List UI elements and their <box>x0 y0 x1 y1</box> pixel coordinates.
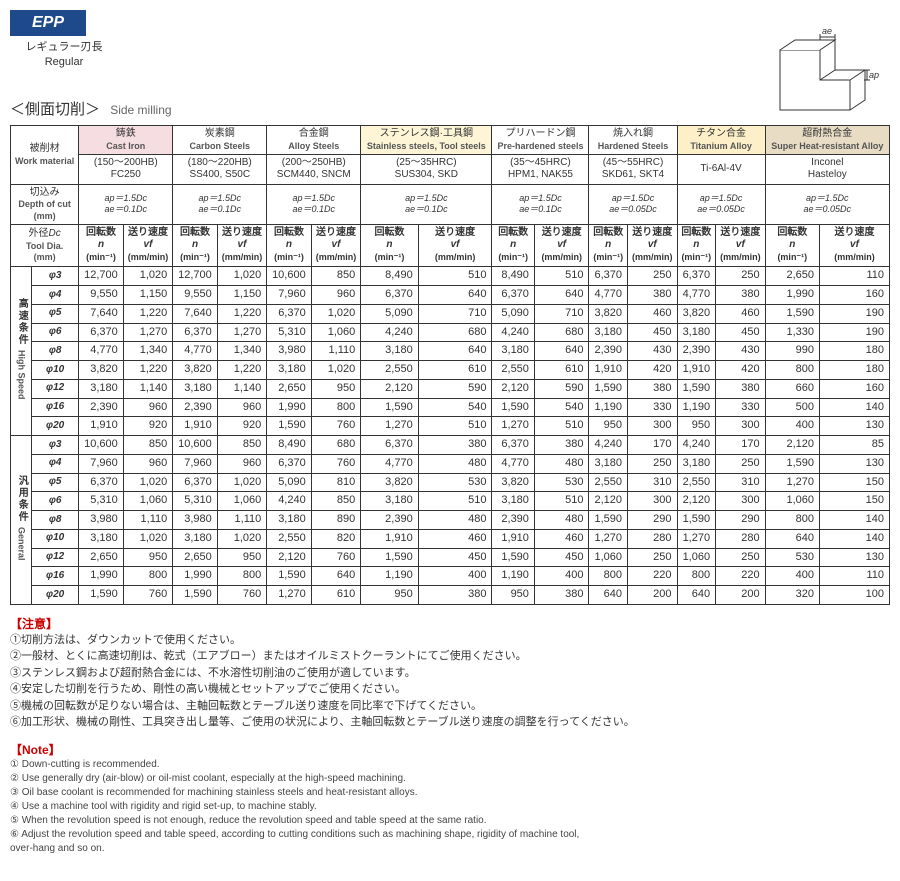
notes-jp: ①切削方法は、ダウンカットで使用ください。②一般材、とくに高速切削は、乾式（エア… <box>10 632 890 731</box>
ae-label: ae <box>822 26 832 36</box>
product-badge: EPP レギュラー刃長 Regular <box>10 10 890 68</box>
product-code: EPP <box>10 10 86 36</box>
notes-en: ① Down-cutting is recommended.② Use gene… <box>10 758 890 856</box>
cutting-table: 被削材Work material鋳鉄Cast Iron炭素鋼Carbon Ste… <box>10 125 890 605</box>
cut-diagram: ae ap <box>760 20 880 133</box>
product-sub-en: Regular <box>10 56 118 68</box>
notes-jp-header: 【注意】 <box>10 615 890 632</box>
section-title-jp: ＜側面切削＞ <box>10 101 100 118</box>
ap-label: ap <box>869 70 879 80</box>
section-title: ＜側面切削＞ Side milling <box>10 98 890 119</box>
product-sub-jp: レギュラー刃長 <box>10 38 118 54</box>
section-title-en: Side milling <box>110 103 171 117</box>
notes-en-header: 【Note】 <box>10 741 890 758</box>
